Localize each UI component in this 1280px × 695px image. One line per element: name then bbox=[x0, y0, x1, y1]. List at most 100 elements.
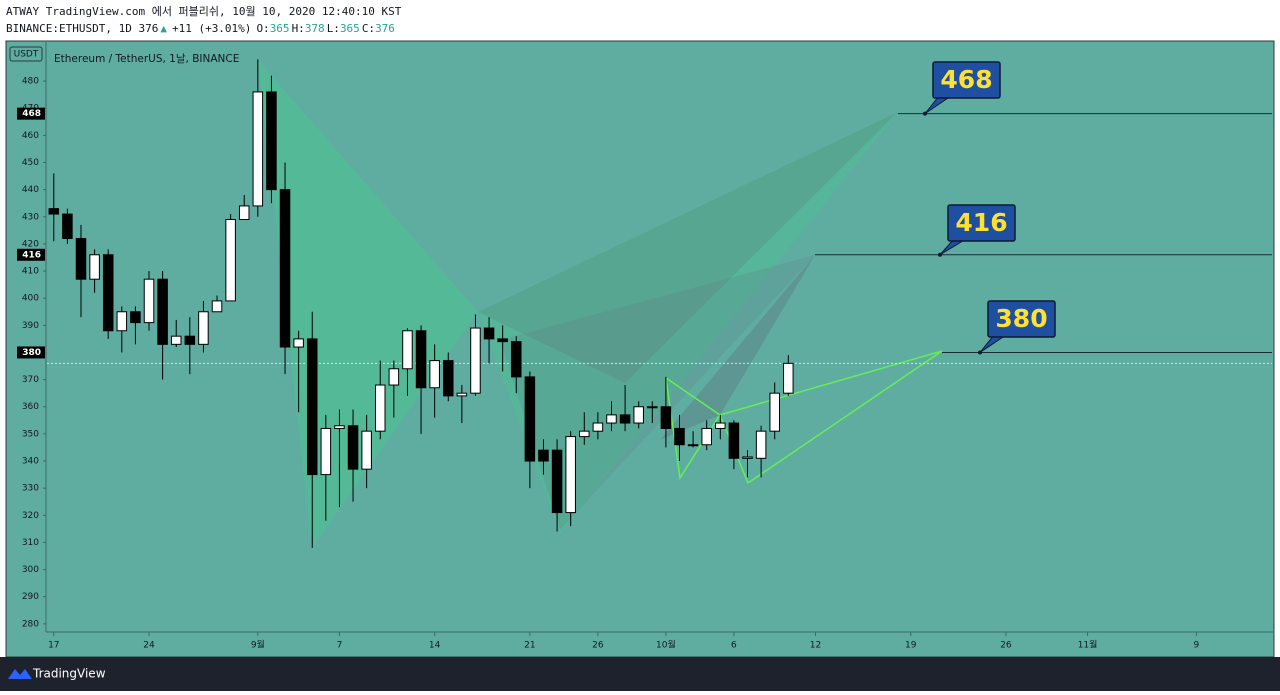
candle-body bbox=[755, 430, 767, 459]
candle-body bbox=[198, 311, 209, 345]
candle-body bbox=[211, 300, 223, 313]
candle-body bbox=[252, 91, 264, 207]
callout-label: 468 bbox=[940, 65, 992, 94]
candle-body bbox=[116, 311, 128, 332]
x-tick-label: 7 bbox=[337, 641, 343, 651]
header-line: ATWAY TradingView.com 에서 퍼블리쉬, 10월 10, 2… bbox=[6, 5, 402, 18]
y-tick-label: 400 bbox=[22, 294, 39, 304]
y-tick-label: 410 bbox=[22, 267, 39, 277]
candle-body bbox=[374, 384, 386, 432]
candle-body bbox=[674, 427, 685, 446]
candle-body bbox=[551, 449, 563, 514]
header-field: C: bbox=[362, 22, 375, 35]
y-tick-label: 440 bbox=[22, 185, 39, 195]
header-field: L: bbox=[327, 22, 340, 35]
candle-body bbox=[334, 425, 345, 429]
candle-body bbox=[293, 338, 304, 348]
y-tick-label: 300 bbox=[22, 565, 39, 575]
callout-dot bbox=[978, 350, 982, 355]
candle-body bbox=[524, 376, 536, 462]
x-tick-label: 9 bbox=[1194, 641, 1200, 651]
candle-body bbox=[619, 414, 631, 424]
header-field: 365 bbox=[270, 22, 290, 35]
pattern-fill bbox=[478, 112, 898, 533]
x-tick-label: 10월 bbox=[656, 639, 676, 651]
unit-box bbox=[9, 46, 43, 62]
y-tick-label: 390 bbox=[22, 321, 39, 331]
candle-body bbox=[238, 205, 250, 220]
candle-body bbox=[483, 327, 495, 340]
callout-box bbox=[947, 204, 1016, 242]
candle-body bbox=[130, 311, 141, 324]
candle-body bbox=[75, 237, 87, 280]
y-tick-label: 290 bbox=[22, 592, 39, 602]
y-tick-label: 350 bbox=[22, 429, 39, 439]
candle-body bbox=[347, 425, 359, 470]
header-field: ▲ bbox=[160, 22, 167, 35]
candle-body bbox=[102, 254, 114, 332]
header-field: 376 bbox=[375, 22, 395, 35]
x-tick-label: 9월 bbox=[251, 639, 265, 651]
callout-box bbox=[932, 61, 1001, 99]
level-axis-box bbox=[17, 107, 45, 120]
callout-box bbox=[987, 300, 1056, 338]
candle-body bbox=[687, 444, 699, 447]
y-tick-label: 320 bbox=[22, 511, 39, 521]
x-tick-label: 6 bbox=[731, 641, 737, 651]
candle-body bbox=[306, 338, 318, 476]
candle-body bbox=[170, 335, 182, 345]
candle-body bbox=[388, 368, 400, 386]
candle-body bbox=[184, 335, 196, 345]
candle-body bbox=[579, 430, 590, 438]
callout-label: 380 bbox=[995, 304, 1047, 333]
unit-label: USDT bbox=[14, 50, 39, 60]
candle-body bbox=[728, 422, 740, 459]
y-tick-label: 420 bbox=[22, 239, 39, 249]
y-tick-label: 370 bbox=[22, 375, 39, 385]
level-axis-label: 416 bbox=[22, 250, 41, 260]
candle-body bbox=[157, 278, 168, 345]
callout-dot bbox=[938, 252, 942, 257]
header-field: 365 bbox=[340, 22, 360, 35]
header-field: +11 (+3.01%) bbox=[172, 22, 251, 35]
candle-body bbox=[470, 327, 481, 394]
x-tick-label: 14 bbox=[429, 641, 441, 651]
logo-icon bbox=[8, 669, 32, 679]
candle-body bbox=[225, 218, 236, 302]
pattern-fill bbox=[478, 112, 898, 383]
candle-body bbox=[715, 422, 726, 429]
brand-logo bbox=[8, 669, 32, 679]
candle-body bbox=[742, 456, 753, 459]
candle-body bbox=[783, 362, 794, 394]
x-tick-label: 24 bbox=[143, 641, 155, 651]
brand-name: TradingView bbox=[32, 667, 106, 681]
candle-body bbox=[538, 449, 549, 462]
y-tick-label: 480 bbox=[22, 77, 39, 87]
header-field: 378 bbox=[305, 22, 325, 35]
footer-bar bbox=[0, 657, 1280, 691]
x-tick-label: 11월 bbox=[1078, 639, 1098, 651]
callout-dot bbox=[923, 111, 927, 116]
y-tick-label: 330 bbox=[22, 484, 39, 494]
y-tick-label: 310 bbox=[22, 538, 39, 548]
candle-body bbox=[511, 341, 522, 378]
candle-body bbox=[361, 430, 372, 470]
candle-body bbox=[143, 278, 155, 324]
level-axis-label: 380 bbox=[22, 348, 41, 358]
candle-body bbox=[62, 213, 73, 239]
candle-body bbox=[442, 360, 454, 397]
candle-body bbox=[565, 436, 576, 514]
x-tick-label: 21 bbox=[524, 641, 535, 651]
candle-body bbox=[633, 406, 644, 424]
pattern-fill bbox=[660, 255, 815, 440]
candle-body bbox=[279, 189, 291, 348]
candle-body bbox=[415, 330, 427, 389]
y-tick-label: 460 bbox=[22, 131, 39, 141]
header-bar bbox=[0, 0, 1280, 42]
y-tick-label: 280 bbox=[22, 619, 39, 629]
candle-body bbox=[606, 414, 617, 424]
x-tick-label: 17 bbox=[48, 641, 59, 651]
level-axis-box bbox=[17, 346, 45, 359]
candle-body bbox=[497, 338, 508, 343]
